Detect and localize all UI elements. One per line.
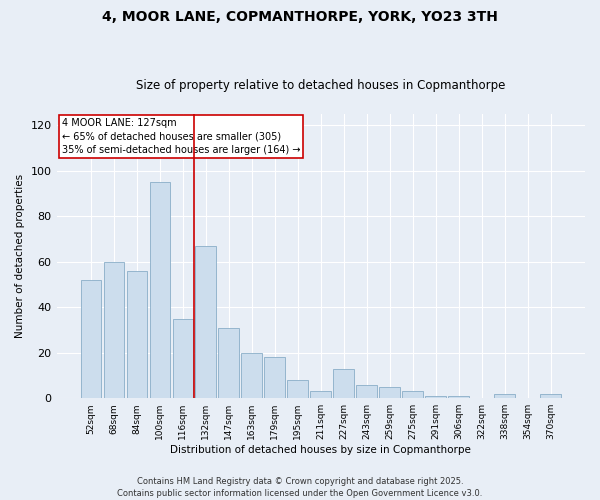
Text: 4 MOOR LANE: 127sqm
← 65% of detached houses are smaller (305)
35% of semi-detac: 4 MOOR LANE: 127sqm ← 65% of detached ho… bbox=[62, 118, 301, 154]
Bar bbox=[448, 396, 469, 398]
Text: Contains HM Land Registry data © Crown copyright and database right 2025.
Contai: Contains HM Land Registry data © Crown c… bbox=[118, 476, 482, 498]
Bar bbox=[104, 262, 124, 398]
Bar bbox=[425, 396, 446, 398]
Bar bbox=[403, 392, 423, 398]
Bar bbox=[494, 394, 515, 398]
Bar bbox=[265, 358, 285, 398]
Bar bbox=[287, 380, 308, 398]
Bar bbox=[127, 271, 147, 398]
Bar bbox=[334, 368, 354, 398]
Bar bbox=[540, 394, 561, 398]
X-axis label: Distribution of detached houses by size in Copmanthorpe: Distribution of detached houses by size … bbox=[170, 445, 471, 455]
Bar bbox=[356, 384, 377, 398]
Bar bbox=[149, 182, 170, 398]
Bar bbox=[218, 328, 239, 398]
Bar bbox=[310, 392, 331, 398]
Text: 4, MOOR LANE, COPMANTHORPE, YORK, YO23 3TH: 4, MOOR LANE, COPMANTHORPE, YORK, YO23 3… bbox=[102, 10, 498, 24]
Bar bbox=[80, 280, 101, 398]
Bar bbox=[241, 352, 262, 398]
Bar bbox=[173, 318, 193, 398]
Y-axis label: Number of detached properties: Number of detached properties bbox=[15, 174, 25, 338]
Bar bbox=[379, 387, 400, 398]
Title: Size of property relative to detached houses in Copmanthorpe: Size of property relative to detached ho… bbox=[136, 79, 505, 92]
Bar bbox=[196, 246, 216, 398]
